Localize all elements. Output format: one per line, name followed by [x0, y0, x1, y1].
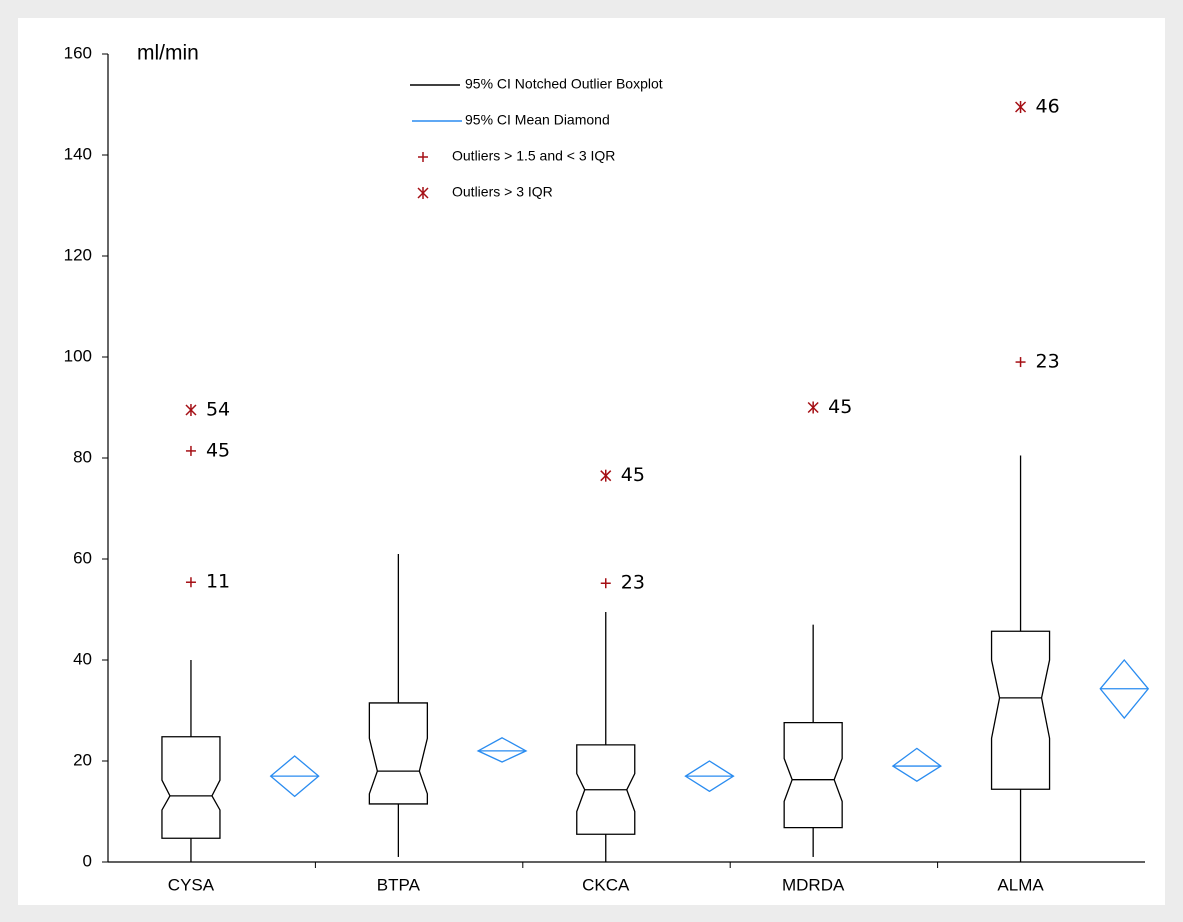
y-tick-label: 140: [64, 144, 92, 163]
outlier-star: [185, 404, 197, 416]
x-tick-label: MDRDA: [782, 875, 845, 894]
y-tick-label: 60: [73, 548, 92, 567]
notched-box: [990, 630, 1051, 790]
outlier-label: 45: [206, 439, 230, 461]
mean-diamond: [476, 737, 528, 763]
legend-label: 95% CI Notched Outlier Boxplot: [465, 76, 663, 92]
mean-diamond: [891, 747, 943, 782]
mean-diamond: [269, 755, 320, 798]
outlier-label: 45: [621, 464, 645, 486]
x-tick-label: CKCA: [582, 875, 630, 894]
y-tick-label: 20: [73, 750, 92, 769]
mean-diamond: [1099, 658, 1150, 720]
y-tick-label: 80: [73, 447, 92, 466]
outlier-star: [417, 187, 429, 199]
notched-box: [783, 721, 843, 829]
y-tick-label: 40: [73, 649, 92, 668]
notched-box: [576, 744, 636, 835]
y-tick-label: 100: [64, 346, 92, 365]
y-axis-label: ml/min: [137, 42, 199, 65]
legend-label: 95% CI Mean Diamond: [465, 112, 610, 128]
outlier-label: 23: [621, 572, 645, 594]
y-tick-label: 160: [64, 43, 92, 62]
x-tick-label: ALMA: [997, 875, 1044, 894]
outlier-star: [600, 470, 612, 482]
outlier-star: [807, 401, 819, 414]
x-tick-label: CYSA: [168, 875, 215, 894]
legend-label: Outliers > 3 IQR: [452, 184, 553, 200]
y-tick-label: 120: [64, 245, 92, 264]
mean-diamond: [684, 760, 735, 793]
outlier-star: [1015, 101, 1027, 113]
notched-box: [161, 736, 221, 839]
y-tick-label: 0: [83, 851, 92, 870]
legend-label: Outliers > 1.5 and < 3 IQR: [452, 148, 615, 164]
x-tick-label: BTPA: [377, 875, 421, 894]
outlier-label: 23: [1036, 351, 1060, 373]
outlier-label: 54: [206, 399, 230, 421]
outlier-label: 46: [1036, 96, 1060, 118]
panel: [18, 18, 1165, 905]
notched-box: [368, 702, 429, 805]
outlier-label: 45: [828, 396, 852, 418]
outlier-label: 11: [206, 571, 230, 593]
